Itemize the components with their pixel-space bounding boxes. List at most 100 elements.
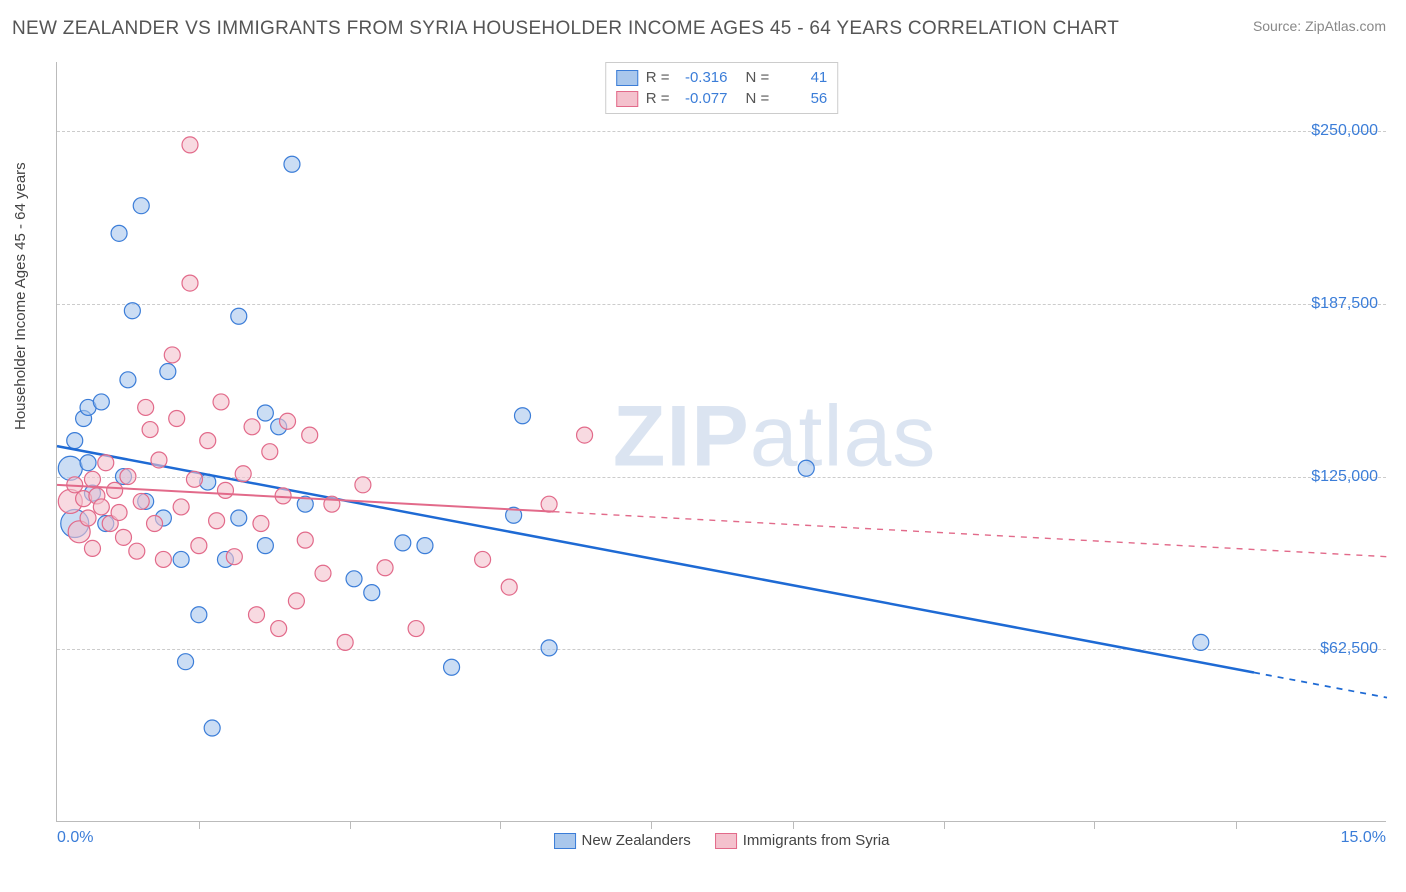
data-point — [204, 720, 220, 736]
data-point — [133, 198, 149, 214]
data-point — [173, 551, 189, 567]
legend-row: R =-0.316N =41 — [616, 67, 828, 88]
data-point — [257, 538, 273, 554]
data-point — [355, 477, 371, 493]
data-point — [297, 532, 313, 548]
x-axis-start: 0.0% — [57, 829, 93, 847]
x-tick — [500, 821, 501, 829]
data-point — [191, 607, 207, 623]
data-point — [111, 504, 127, 520]
data-point — [244, 419, 260, 435]
data-point — [577, 427, 593, 443]
legend-label: Immigrants from Syria — [743, 832, 890, 849]
data-point — [80, 455, 96, 471]
data-point — [284, 156, 300, 172]
data-point — [209, 513, 225, 529]
data-point — [515, 408, 531, 424]
x-tick — [199, 821, 200, 829]
data-point — [395, 535, 411, 551]
data-point — [107, 482, 123, 498]
data-point — [231, 308, 247, 324]
legend-swatch — [616, 70, 638, 86]
legend-item: Immigrants from Syria — [715, 832, 890, 849]
chart-area: $62,500$125,000$187,500$250,000 ZIPatlas… — [56, 62, 1386, 822]
r-value: -0.316 — [678, 69, 728, 86]
data-point — [147, 516, 163, 532]
source-label: Source: ZipAtlas.com — [1253, 18, 1386, 34]
data-point — [164, 347, 180, 363]
data-point — [475, 551, 491, 567]
data-point — [133, 493, 149, 509]
data-point — [271, 621, 287, 637]
data-point — [200, 433, 216, 449]
x-tick — [793, 821, 794, 829]
x-tick — [1094, 821, 1095, 829]
data-point — [93, 499, 109, 515]
data-point — [377, 560, 393, 576]
data-point — [262, 444, 278, 460]
data-point — [231, 510, 247, 526]
regression-line-extrapolated — [1254, 672, 1387, 697]
data-point — [84, 471, 100, 487]
n-label: N = — [746, 90, 770, 107]
data-point — [408, 621, 424, 637]
data-point — [1193, 634, 1209, 650]
legend-swatch — [554, 833, 576, 849]
data-point — [191, 538, 207, 554]
data-point — [160, 364, 176, 380]
data-point — [138, 399, 154, 415]
data-point — [249, 607, 265, 623]
data-point — [257, 405, 273, 421]
data-point — [84, 540, 100, 556]
data-point — [169, 411, 185, 427]
r-label: R = — [646, 90, 670, 107]
series-legend: New Zealanders Immigrants from Syria — [554, 832, 890, 849]
data-point — [226, 549, 242, 565]
data-point — [337, 634, 353, 650]
legend-row: R = -0.077 N = 56 — [616, 88, 828, 109]
data-point — [253, 516, 269, 532]
data-point — [120, 372, 136, 388]
data-point — [288, 593, 304, 609]
data-point — [213, 394, 229, 410]
x-tick — [651, 821, 652, 829]
x-tick — [350, 821, 351, 829]
data-point — [142, 422, 158, 438]
data-point — [67, 433, 83, 449]
data-point — [798, 460, 814, 476]
data-point — [58, 456, 82, 480]
data-point — [501, 579, 517, 595]
plot-svg — [57, 62, 1386, 821]
data-point — [116, 529, 132, 545]
data-point — [315, 565, 331, 581]
regression-line-extrapolated — [554, 512, 1387, 557]
legend-label: New Zealanders — [582, 832, 691, 849]
n-value: 41 — [777, 69, 827, 86]
data-point — [217, 482, 233, 498]
correlation-legend: R = -0.316 N = 41 R = -0.077 N = 56 — [605, 62, 839, 114]
legend-swatch — [715, 833, 737, 849]
data-point — [120, 469, 136, 485]
legend-item: New Zealanders — [554, 832, 691, 849]
data-point — [235, 466, 251, 482]
data-point — [111, 225, 127, 241]
y-axis-label: Householder Income Ages 45 - 64 years — [12, 162, 29, 430]
data-point — [124, 303, 140, 319]
data-point — [129, 543, 145, 559]
r-value: -0.077 — [678, 90, 728, 107]
chart-title: NEW ZEALANDER VS IMMIGRANTS FROM SYRIA H… — [12, 18, 1119, 40]
data-point — [155, 551, 171, 567]
data-point — [178, 654, 194, 670]
data-point — [280, 413, 296, 429]
data-point — [80, 510, 96, 526]
data-point — [182, 137, 198, 153]
n-label: N = — [746, 69, 770, 86]
data-point — [302, 427, 318, 443]
x-tick — [1236, 821, 1237, 829]
data-point — [173, 499, 189, 515]
data-point — [186, 471, 202, 487]
data-point — [93, 394, 109, 410]
data-point — [541, 496, 557, 512]
data-point — [98, 455, 114, 471]
n-value: 56 — [777, 90, 827, 107]
